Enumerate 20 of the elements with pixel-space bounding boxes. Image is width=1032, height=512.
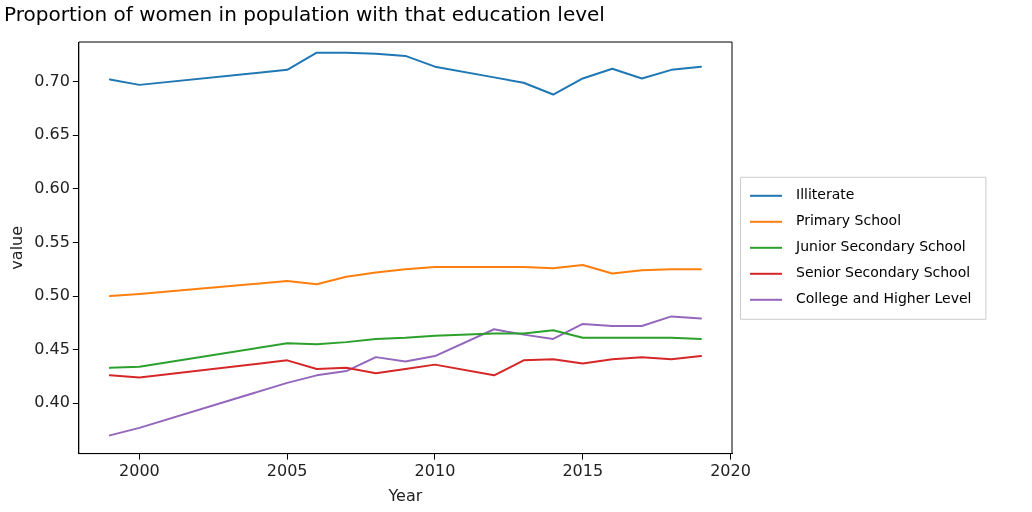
- x-tick-label: 2005: [266, 461, 308, 481]
- y-tick-label: 0.60: [34, 178, 70, 197]
- legend-label: Senior Secondary School: [796, 264, 971, 281]
- x-tick-label: 2000: [119, 461, 160, 481]
- y-tick-label: 0.55: [34, 231, 70, 251]
- y-tick-label: 0.40: [34, 392, 70, 412]
- y-tick-label: 0.50: [34, 285, 70, 305]
- y-tick-label: 0.65: [34, 124, 70, 144]
- legend-label: College and Higher Level: [796, 290, 972, 307]
- legend-label: Primary School: [796, 212, 902, 229]
- x-tick-label: 2010: [414, 461, 456, 481]
- x-tick-label: 2015: [562, 461, 604, 481]
- y-tick-label: 0.70: [34, 70, 70, 90]
- x-axis-title: Year: [387, 485, 423, 505]
- legend-label: Illiterate: [796, 186, 855, 203]
- legend-label: Junior Secondary School: [795, 238, 966, 255]
- chart-title: Proportion of women in population with that education level: [4, 2, 605, 27]
- y-tick-label: 0.45: [34, 338, 70, 358]
- y-axis-title: value: [6, 225, 26, 270]
- x-tick-label: 2020: [710, 461, 751, 481]
